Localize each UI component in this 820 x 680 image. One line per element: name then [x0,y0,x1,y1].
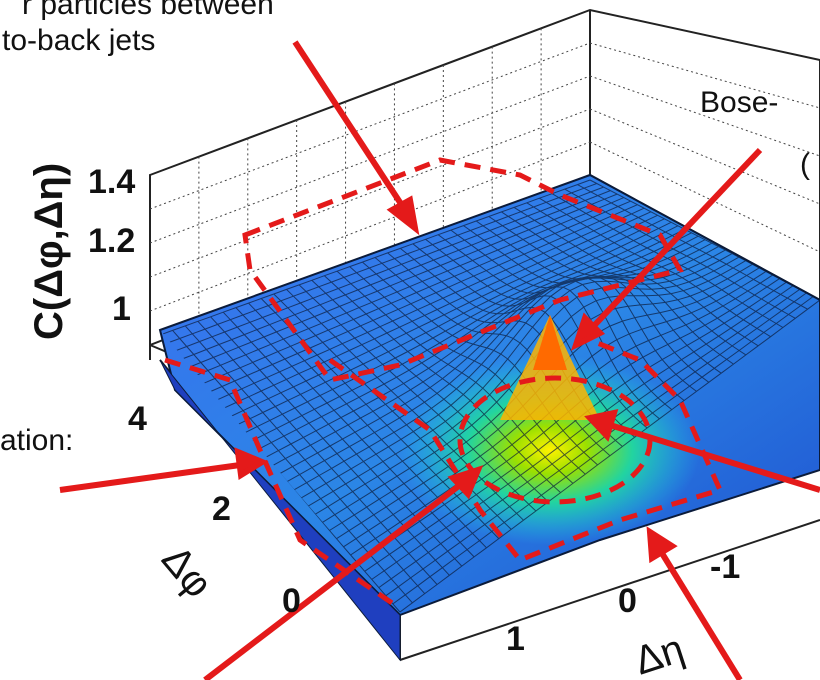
mesh-line [463,225,697,392]
eta-axis-label: Δη [629,627,689,680]
arrow-right [609,422,820,493]
z-tick-1: 1 [112,290,131,328]
mesh-line [371,285,794,580]
phi-tick-2: 2 [212,490,231,528]
region-near-side [328,337,724,564]
phi-tick-0: 0 [282,582,301,620]
eta-tick-minus1: -1 [710,548,740,586]
arrow-left [59,462,241,493]
mesh-line [378,288,800,589]
arrow-top-right [587,147,763,333]
mesh-line [475,220,710,383]
z-tick-1-2: 1.2 [88,222,135,260]
region-away-side [242,157,684,383]
grid-line [589,108,820,205]
mesh-line [315,256,740,515]
surface-mesh [160,179,820,613]
side-face [159,359,401,662]
phi-tick-4: 4 [128,400,147,438]
mesh-line [589,179,820,301]
mesh-line [279,239,706,474]
region-ridge-left [164,357,397,608]
mesh-line [392,296,814,605]
surface [158,173,820,662]
arrow-bottom-right [657,548,743,680]
z-tick-1-4: 1.4 [88,163,135,201]
eta-axis: 1 0 -1 Δη [506,548,740,680]
z-axis-label: C(Δφ,Δη) [27,163,71,340]
mesh-line [488,216,722,374]
grid-line [149,141,591,312]
z-axis: 1 1.2 1.4 C(Δφ,Δη) [27,163,135,340]
grid-line [149,42,591,210]
annotation-top-right-line2: ( [800,148,810,181]
mesh-line [300,249,726,499]
grid-line [149,108,591,278]
eta-tick-1: 1 [506,620,525,658]
mesh-line [501,211,734,365]
mesh-line [577,184,808,310]
annotation-top-right-line1: Bose- [700,86,779,119]
annotation-top-left-line2: to-back jets [2,24,156,57]
phi-axis-label: Δφ [153,538,221,607]
mesh-line [513,206,747,356]
grid-line [589,75,820,157]
mesh-line [412,243,648,429]
eta-tick-0: 0 [618,582,637,620]
peak-tip [533,315,567,370]
mesh-line [364,281,787,572]
mesh-line [307,253,733,507]
annotation-top-left-line1: r particles between [22,0,274,21]
mesh-line [526,202,759,347]
annotation-left-mid: ation: [0,424,74,457]
peak-glow [400,355,700,545]
mesh-line [399,248,636,438]
mesh-line [293,246,719,491]
arrow-top-left [292,40,408,212]
mesh-line [385,292,807,597]
arrows [59,40,820,680]
mesh-line [551,193,784,328]
arrow-bottom-left [203,482,462,680]
mesh-line [425,238,660,420]
mesh-line [399,299,820,613]
mesh-line [564,188,796,319]
